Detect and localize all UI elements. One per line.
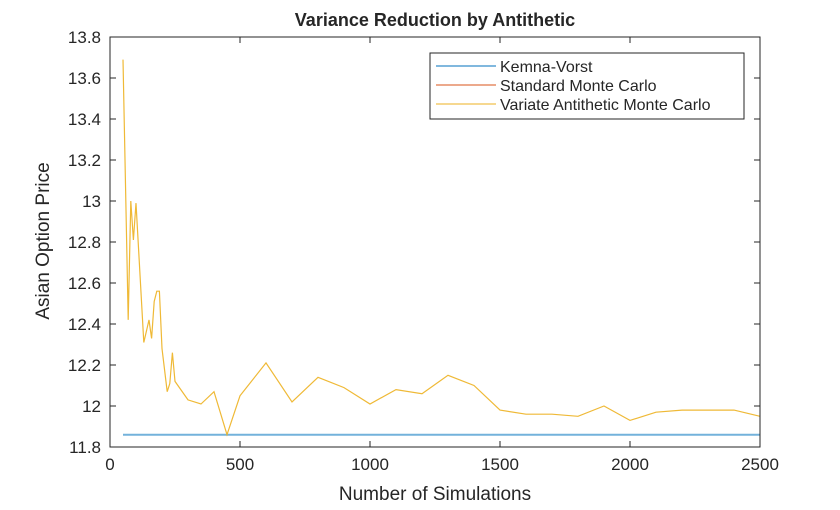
chart-title: Variance Reduction by Antithetic <box>295 10 575 30</box>
y-tick-label: 13.6 <box>68 69 101 88</box>
y-tick-label: 12.4 <box>68 315 101 334</box>
legend-box <box>429 52 745 120</box>
y-tick-label: 12 <box>82 397 101 416</box>
y-tick-label: 12.2 <box>68 356 101 375</box>
x-tick-label: 500 <box>226 455 254 474</box>
y-tick-label: 11.8 <box>69 438 101 457</box>
y-tick-label: 13 <box>82 192 101 211</box>
x-tick-label: 2000 <box>611 455 649 474</box>
y-axis-label: Asian Option Price <box>33 162 54 319</box>
x-tick-label: 1500 <box>481 455 519 474</box>
y-tick-label: 13.8 <box>68 28 101 47</box>
y-tick-label: 13.2 <box>68 151 101 170</box>
x-tick-label: 1000 <box>351 455 389 474</box>
legend: Kemna-Vorst Standard Monte Carlo Variate A… <box>429 52 745 120</box>
x-tick-label: 0 <box>105 455 114 474</box>
x-axis-label: Number of Simulations <box>339 484 531 505</box>
x-tick-label: 2500 <box>741 455 779 474</box>
legend-entry: Standard Monte Carlo <box>500 78 657 95</box>
legend-entry: Variate Antithetic Monte Carlo <box>500 97 711 114</box>
series-line-2 <box>122 59 761 437</box>
y-tick-label: 13.4 <box>68 110 101 129</box>
y-tick-label: 12.8 <box>68 233 101 252</box>
y-tick-label: 12.6 <box>68 274 101 293</box>
legend-entry: Kemna-Vorst <box>500 59 593 76</box>
